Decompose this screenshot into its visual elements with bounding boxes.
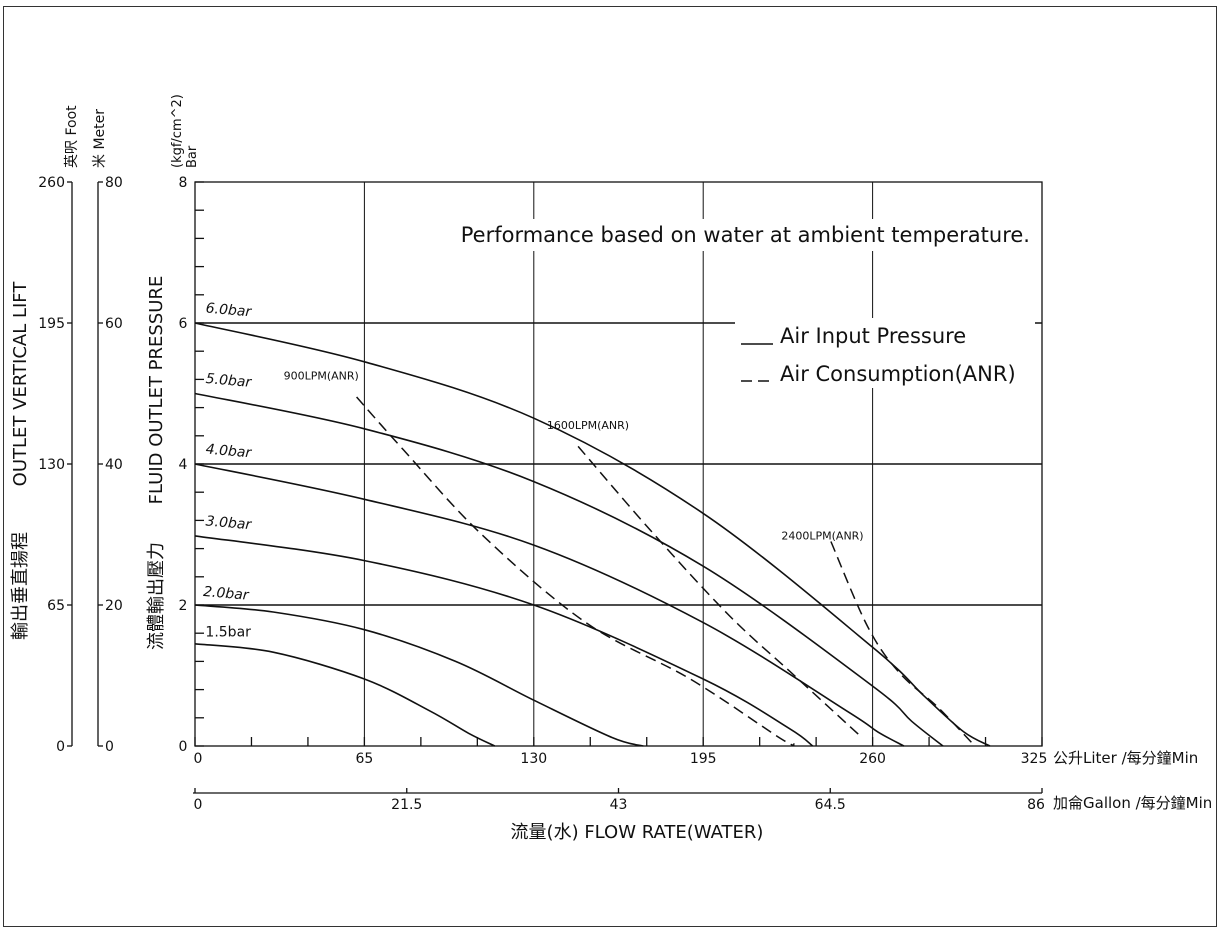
flow-lpm-tick-label: 130 [520,751,547,767]
series-900lpm-anr- [356,396,795,746]
curve-label: 3.0bar [205,513,253,533]
y-axis-title-zh: 流體輸出壓力 [146,542,167,650]
meter-tick-label: 0 [105,739,114,755]
series-5-0bar [194,392,944,747]
flow-gallon-tick-label: 0 [194,797,203,813]
series-6-0bar [194,322,991,747]
pressure-unit-label-bar: Bar [185,145,200,168]
flow-gallon-tick-label: 21.5 [391,797,422,813]
curve-label: 2400LPM(ANR) [781,529,863,542]
curve-label: 1.5bar [205,625,251,641]
series-1600lpm-anr- [577,445,861,736]
meter-tick-label: 80 [105,175,123,191]
curve-label: 6.0bar [205,300,253,320]
foot-tick-label: 130 [38,457,65,473]
y-axis-title-en: FLUID OUTLET PRESSURE [146,276,167,505]
series-1-5bar [194,643,496,747]
curve-label: 4.0bar [205,441,253,461]
series-4-0bar [194,463,905,747]
flow-lpm-tick-label: 195 [690,751,717,767]
curve-label: 2.0bar [202,584,250,604]
x-axis-title: 流量(水) FLOW RATE(WATER) [511,822,764,843]
curve-layer [194,322,991,747]
lift-axis-title-en: OUTLET VERTICAL LIFT [10,281,31,487]
curve-label: 1600LPM(ANR) [547,419,629,432]
legend-solid-label: Air Input Pressure [780,324,966,348]
foot-tick-label: 260 [38,175,65,191]
foot-tick-label: 195 [38,316,65,332]
axis-layer [67,181,1043,794]
series-2-0bar [194,604,644,747]
meter-tick-label: 40 [105,457,123,473]
pressure-tick-label: 8 [179,175,188,191]
note-background [466,219,1036,251]
flow-gallon-tick-label: 64.5 [815,797,846,813]
flow-lpm-tick-label: 325 [1021,751,1048,767]
foot-tick-label: 65 [47,598,65,614]
pressure-tick-label: 2 [179,598,188,614]
flow-lpm-tick-label: 0 [194,751,203,767]
foot-tick-label: 0 [56,739,65,755]
pressure-tick-label: 0 [179,739,188,755]
meter-tick-label: 20 [105,598,123,614]
legend-background [735,318,1035,388]
lift-axis-title-zh: 輸出垂直揚程 [10,532,31,640]
performance-note: Performance based on water at ambient te… [461,223,1030,247]
flow-lpm-tick-label: 65 [355,751,373,767]
curve-label: 5.0bar [205,371,253,391]
pressure-tick-label: 6 [179,316,188,332]
pressure-tick-label: 4 [179,457,188,473]
series-3-0bar [194,535,814,747]
curve-label: 900LPM(ANR) [284,369,359,382]
series-2400lpm-anr- [830,541,973,744]
flow-lpm-tick-label: 260 [859,751,886,767]
flow-lpm-unit-label: 公升Liter /每分鐘Min [1053,749,1198,767]
meter-tick-label: 60 [105,316,123,332]
pressure-unit-label: (kgf/cm^2) [170,94,185,168]
flow-gallon-unit-label: 加侖Gallon /每分鐘Min [1053,794,1212,812]
foot-unit-label: 英呎 Foot [63,105,80,168]
flow-gallon-tick-label: 43 [610,797,628,813]
meter-unit-label: 米 Meter [92,109,108,168]
flow-gallon-tick-label: 86 [1027,797,1045,813]
legend-dashed-label: Air Consumption(ANR) [780,362,1016,386]
